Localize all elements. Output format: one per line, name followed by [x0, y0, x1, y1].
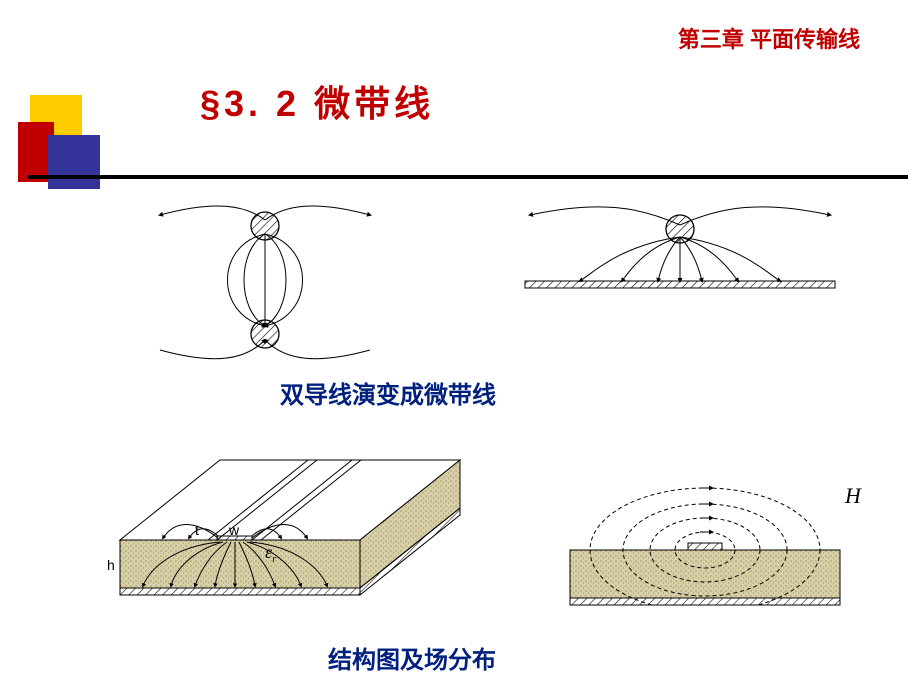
section-title: §3. 2 微带线 — [200, 75, 434, 127]
label-h: h — [107, 557, 115, 573]
caption-evolution: 双导线演变成微带线 — [280, 375, 496, 410]
label-w: w — [228, 522, 240, 538]
horizontal-rule — [28, 175, 908, 179]
caption-structure: 结构图及场分布 — [328, 640, 496, 675]
chapter-header: 第三章 平面传输线 — [678, 22, 860, 54]
decor-blue-square — [48, 135, 100, 189]
figure-h-field: H — [550, 465, 870, 635]
label-t: t — [195, 522, 199, 538]
figure-microstrip-evolution — [520, 195, 840, 305]
figure-two-wire-line — [155, 190, 375, 370]
label-H: H — [844, 483, 862, 508]
figure-microstrip-structure: t w h εr — [95, 450, 475, 640]
